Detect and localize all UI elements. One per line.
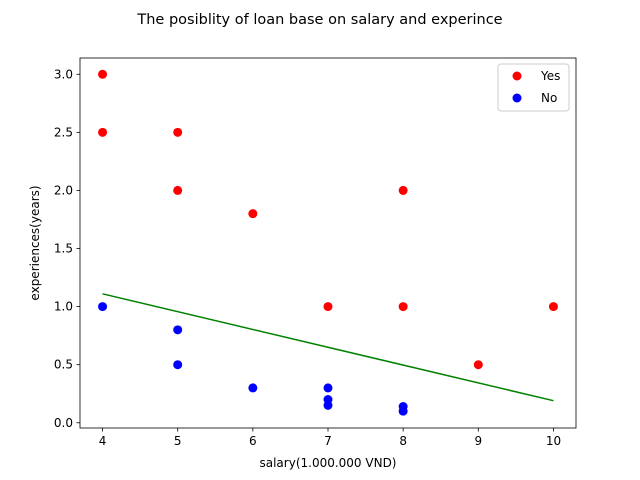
point-yes-5 — [398, 185, 408, 195]
chart-title: The posiblity of loan base on salary and… — [136, 12, 502, 28]
axis-ticks: 4 5 6 7 8 9 10 0.0 0.5 1.0 1.5 2.0 2.5 3.0 — [54, 67, 561, 448]
x-tick-label-2: 6 — [249, 434, 257, 448]
point-no-8 — [398, 406, 408, 416]
x-tick-label-3: 7 — [324, 434, 332, 448]
point-yes-8 — [548, 302, 558, 312]
legend-label-no: No — [541, 91, 557, 105]
y-axis-label: experiences(years) — [28, 185, 42, 300]
point-no-6 — [323, 400, 333, 410]
x-axis-label: salary(1.000.000 VND) — [259, 456, 396, 470]
x-tick-label-6: 10 — [546, 434, 561, 448]
y-tick-label-0: 0.0 — [54, 416, 73, 430]
point-yes-3 — [173, 185, 183, 195]
point-no-4 — [323, 383, 333, 393]
trend-line — [102, 293, 554, 402]
y-tick-label-1: 0.5 — [54, 358, 73, 372]
x-tick-label-4: 8 — [399, 434, 407, 448]
plot-area — [98, 69, 558, 416]
point-yes-0 — [98, 69, 108, 79]
point-no-2 — [173, 360, 183, 370]
axes-frame — [79, 57, 577, 429]
point-yes-7 — [398, 302, 408, 312]
point-yes-4 — [248, 209, 258, 219]
legend: Yes No — [497, 63, 570, 112]
y-tick-label-4: 2.0 — [54, 183, 73, 197]
point-no-3 — [248, 383, 258, 393]
point-yes-2 — [173, 127, 183, 137]
y-tick-label-5: 2.5 — [54, 125, 73, 139]
point-yes-1 — [98, 127, 108, 137]
point-yes-9 — [473, 360, 483, 370]
x-tick-label-1: 5 — [174, 434, 182, 448]
y-tick-label-2: 1.0 — [54, 300, 73, 314]
point-yes-6 — [323, 302, 333, 312]
x-tick-label-0: 4 — [99, 434, 107, 448]
point-no-1 — [173, 325, 183, 335]
x-tick-label-5: 9 — [474, 434, 482, 448]
point-no-0 — [98, 302, 108, 312]
y-tick-label-6: 3.0 — [54, 67, 73, 81]
y-tick-label-3: 1.5 — [54, 242, 73, 256]
legend-marker-yes — [512, 71, 522, 81]
legend-marker-no — [512, 93, 522, 103]
legend-label-yes: Yes — [540, 69, 560, 83]
